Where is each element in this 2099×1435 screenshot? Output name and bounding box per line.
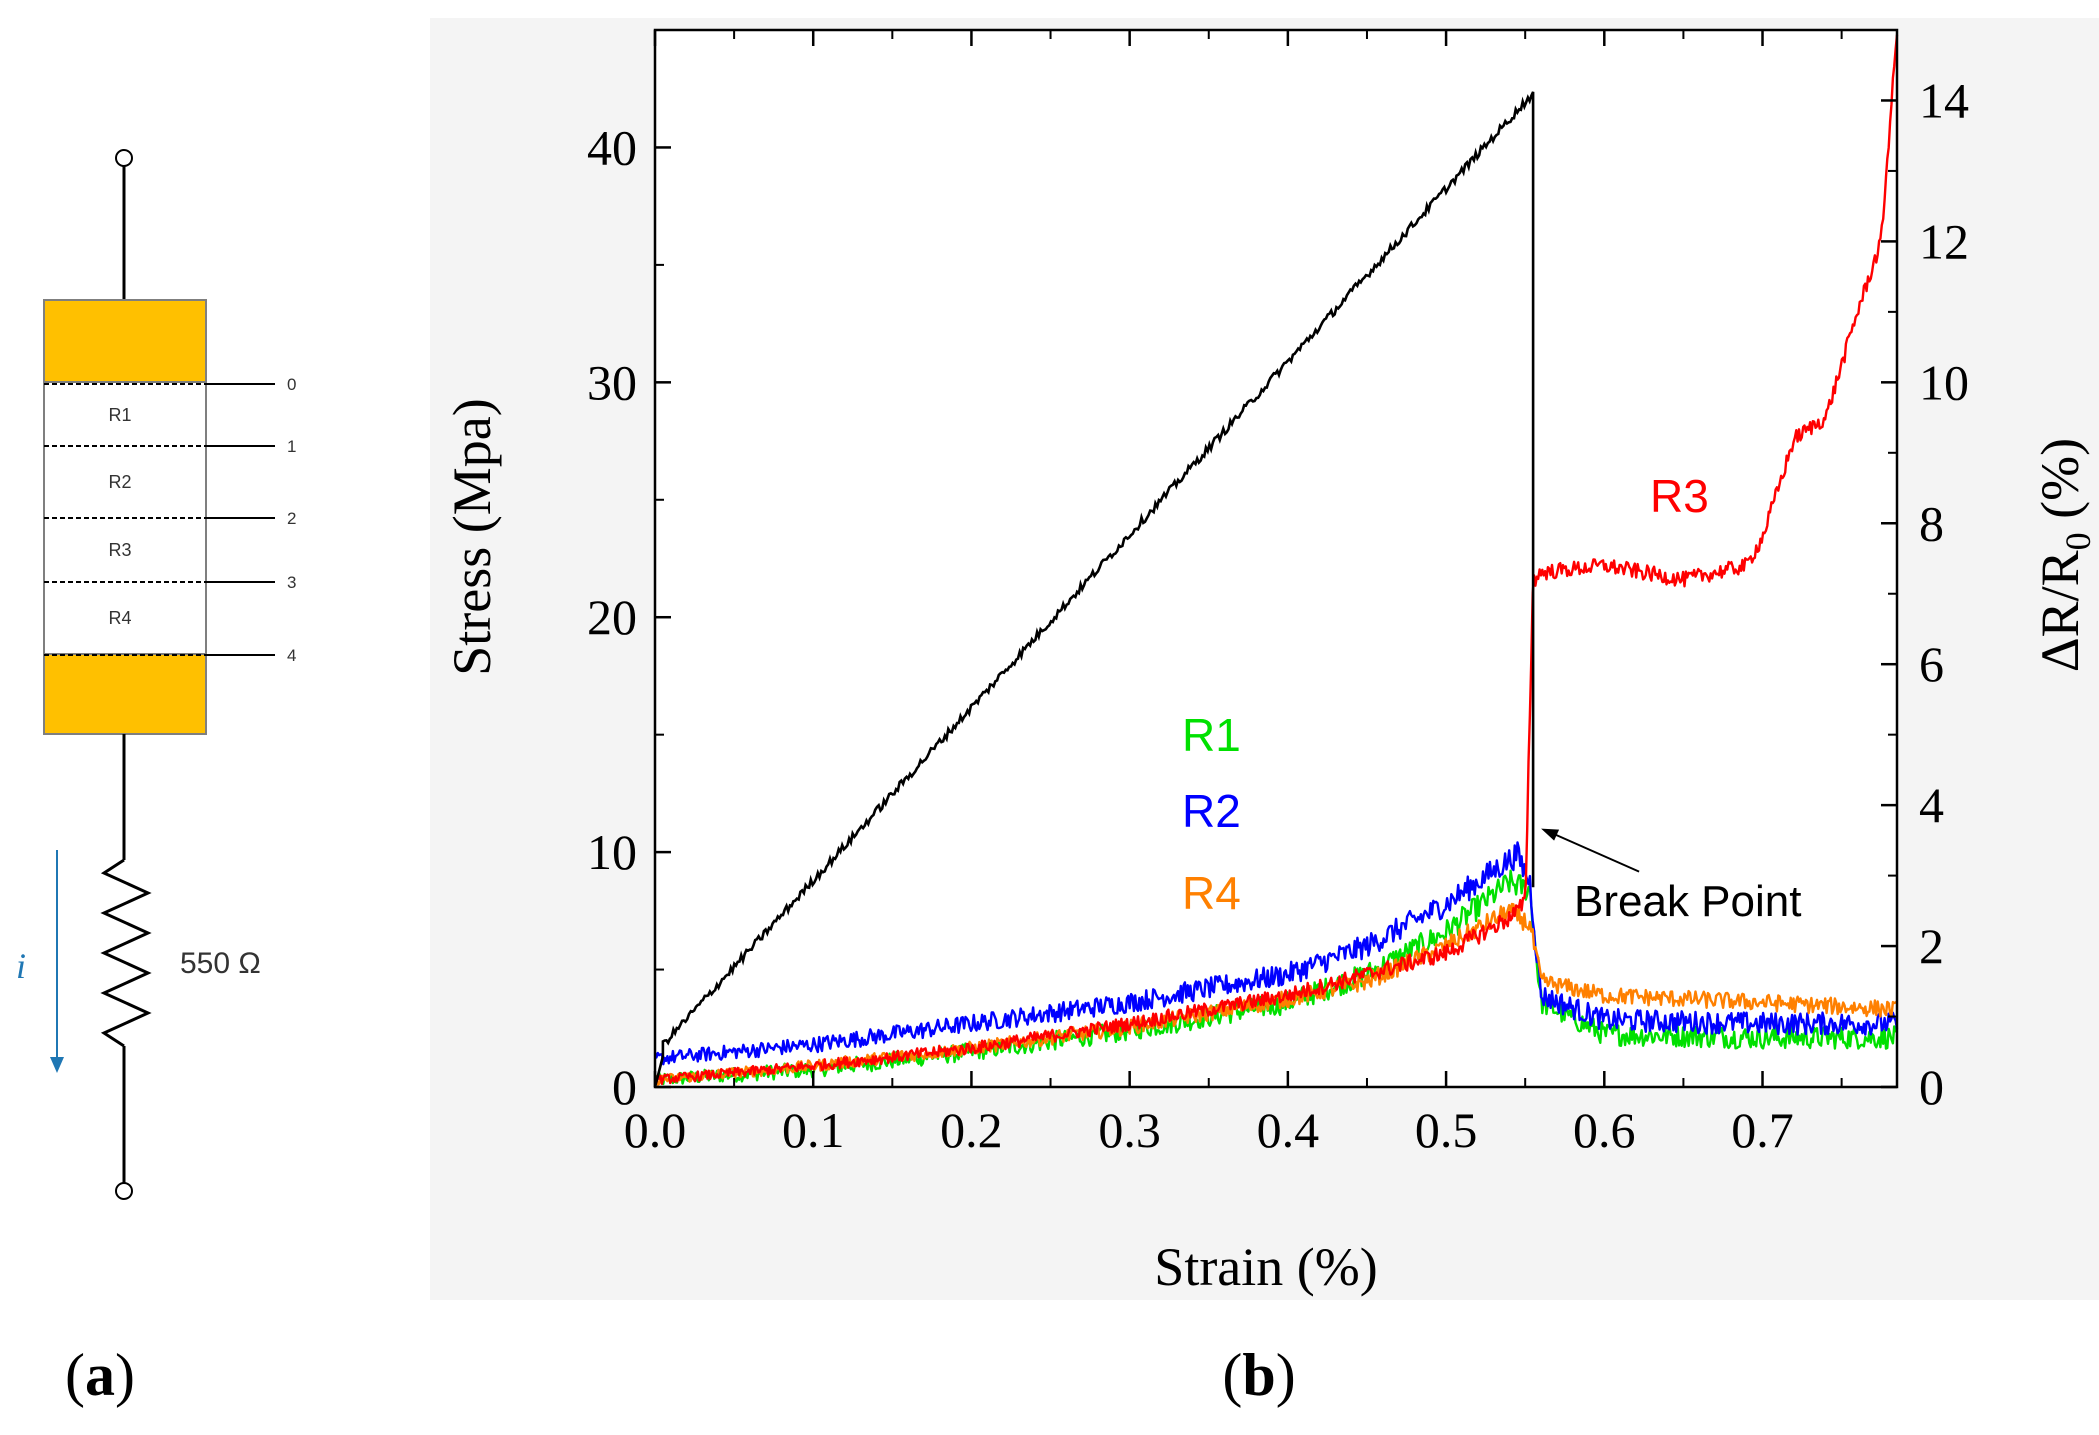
plot-area: [655, 30, 1897, 1087]
x-tick-label-0.7: 0.7: [1731, 1102, 1794, 1158]
y-right-tick-label-4: 4: [1919, 777, 1944, 833]
series-layer: [653, 34, 1899, 1088]
break-point-annotation: Break Point: [1574, 877, 1801, 926]
electrode-number-4: 4: [287, 646, 296, 665]
electrode-number-1: 1: [287, 437, 296, 456]
bottom-electrode: [43, 653, 207, 735]
resistor-value-label: 550 Ω: [180, 947, 261, 980]
circuit-diagram: 0 1 2 3 4 R1 R2 R3 R4 550 Ω i: [16, 149, 296, 1200]
x-tick-label-0.6: 0.6: [1573, 1102, 1636, 1158]
x-tick-label-0.1: 0.1: [782, 1102, 845, 1158]
y-axis-label-right: ΔR/R0 (%): [2030, 438, 2098, 672]
series-label-r4: R4: [1182, 867, 1241, 919]
series-line-r2: [653, 841, 1899, 1066]
y-left-tick-label-20: 20: [587, 589, 637, 645]
y-left-tick-label-10: 10: [587, 824, 637, 880]
series-label-r3: R3: [1650, 470, 1709, 522]
y-right-tick-label-0: 0: [1919, 1059, 1944, 1115]
panel-label-a: (a): [65, 1342, 135, 1408]
y-right-tick-label-6: 6: [1919, 636, 1944, 692]
top-terminal: [115, 149, 133, 167]
x-tick-label-0.4: 0.4: [1257, 1102, 1320, 1158]
segment-label-r3: R3: [108, 540, 131, 560]
y-left-tick-label-0: 0: [612, 1059, 637, 1115]
current-symbol: i: [16, 946, 26, 986]
stress-strain-chart: 0.0 0.1 0.2 0.3 0.4 0.5 0.6 0.7 0 10 20 30 40 0 2 4 6 8 10…: [430, 18, 2099, 1300]
x-tick-label-0.5: 0.5: [1415, 1102, 1478, 1158]
segment-label-r4: R4: [108, 608, 131, 628]
panel-label-b: (b): [1222, 1342, 1295, 1408]
axes-layer: [653, 28, 1899, 1089]
series-label-r2: R2: [1182, 785, 1241, 837]
y-left-tick-label-30: 30: [587, 354, 637, 410]
y-left-tick-label-40: 40: [587, 119, 637, 175]
y-right-tick-label-2: 2: [1919, 918, 1944, 974]
top-electrode: [43, 299, 207, 383]
panel-letter-b: b: [1242, 1342, 1275, 1408]
break-point-arrow-shaft: [1552, 832, 1640, 873]
x-tick-label-0.0: 0.0: [624, 1102, 687, 1158]
break-point-arrow-head: [1541, 828, 1560, 841]
x-tick-label-0.3: 0.3: [1098, 1102, 1161, 1158]
load-resistor: [100, 858, 152, 1048]
y-right-tick-label-12: 12: [1919, 213, 1969, 269]
series-label-r1: R1: [1182, 709, 1241, 761]
series-line-r3: [653, 34, 1899, 1086]
y-right-tick-label-8: 8: [1919, 495, 1944, 551]
y-right-tick-label-14: 14: [1919, 72, 1969, 128]
break-point-arrow: [1541, 828, 1640, 873]
y-axis-label-left: Stress (Mpa): [442, 398, 502, 675]
panel-letter-a: a: [85, 1342, 115, 1408]
bottom-terminal: [115, 1182, 133, 1200]
y-right-tick-label-10: 10: [1919, 354, 1969, 410]
x-axis-label: Strain (%): [1154, 1237, 1377, 1297]
segment-label-r2: R2: [108, 472, 131, 492]
current-arrowhead: [50, 1057, 64, 1073]
x-tick-label-0.2: 0.2: [940, 1102, 1003, 1158]
series-line-stress: [653, 91, 1535, 1088]
electrode-number-0: 0: [287, 375, 296, 394]
segment-label-r1: R1: [108, 405, 131, 425]
tick-label-layer: 0.0 0.1 0.2 0.3 0.4 0.5 0.6 0.7 0 10 20 30 40 0 2 4 6 8 10…: [587, 72, 1969, 1158]
plot-frame: [653, 28, 1899, 1089]
electrode-lines: [44, 383, 275, 656]
electrode-number-3: 3: [287, 573, 296, 592]
electrode-number-2: 2: [287, 509, 296, 528]
